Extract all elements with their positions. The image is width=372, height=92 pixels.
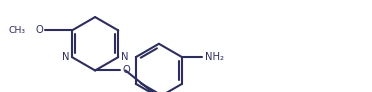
Text: N: N bbox=[121, 52, 129, 62]
Text: N: N bbox=[61, 52, 69, 62]
Text: O: O bbox=[122, 66, 130, 75]
Text: NH₂: NH₂ bbox=[205, 52, 224, 62]
Text: CH₃: CH₃ bbox=[9, 26, 26, 35]
Text: O: O bbox=[35, 25, 43, 35]
